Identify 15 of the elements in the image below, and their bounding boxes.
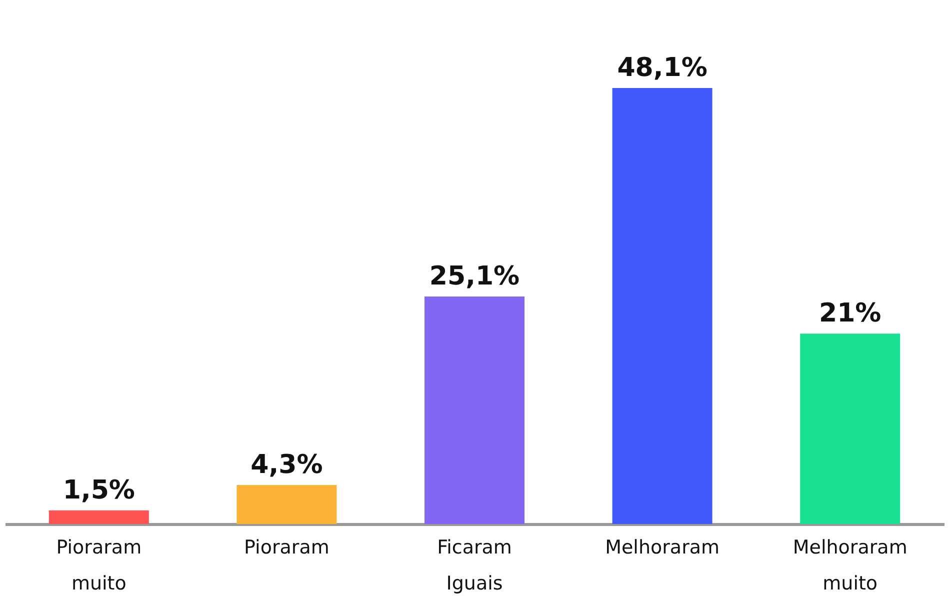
x-tick-label: Ficaram Iguais [437,536,512,594]
data-label: 21% [818,298,882,329]
data-label: 48,1% [617,53,708,83]
x-tick-label: Melhoraram [605,536,720,558]
x-tick-label: Melhoraram muito [792,536,908,594]
data-label: 4,3% [250,450,323,480]
data-label: 25,1% [429,261,520,292]
data-label: 1,5% [62,475,135,506]
bar [800,334,900,524]
bar [612,88,712,524]
x-tick-label: Pioraram muito [56,536,142,594]
bar [424,296,524,524]
x-tick-label: Pioraram [244,536,330,558]
bar [48,510,149,524]
bar [236,485,337,524]
